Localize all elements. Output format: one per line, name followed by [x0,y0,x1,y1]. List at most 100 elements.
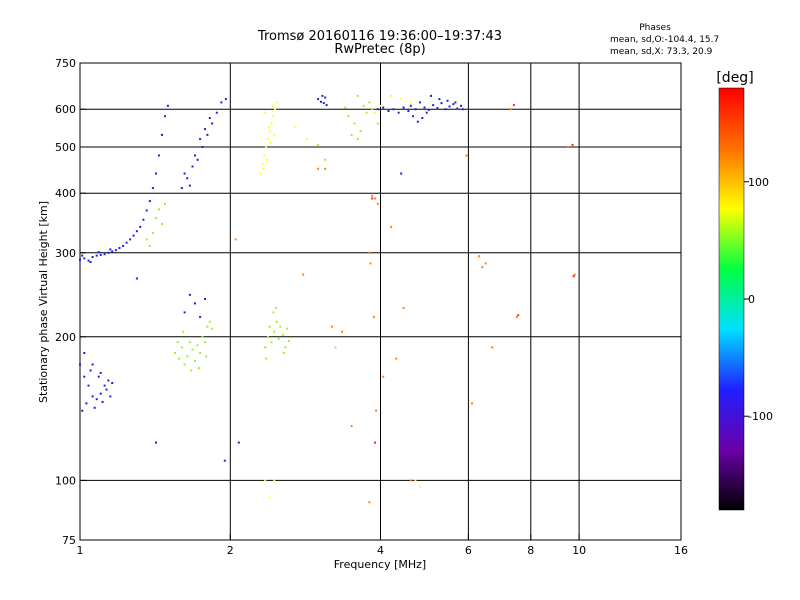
data-point [444,108,447,111]
data-point [412,115,415,118]
data-point [481,266,484,269]
data-point [265,357,268,360]
data-point [135,277,138,280]
data-point [320,100,322,103]
data-point [263,154,266,157]
data-point [347,115,350,118]
data-point [148,245,151,247]
data-point [392,108,395,111]
data-point [199,137,202,140]
data-point [440,102,443,105]
data-point [201,146,204,148]
data-point [148,200,151,203]
data-point [306,137,308,140]
data-point [83,352,86,354]
y-axis-label: Stationary phase Virtual Height [km] [37,201,50,403]
data-point [191,165,194,168]
data-point [183,311,186,314]
data-point [268,325,271,328]
data-point [91,256,94,258]
data-point [341,330,344,333]
data-point [259,172,262,175]
data-point [194,360,196,362]
data-point [215,111,218,114]
data-point [484,262,487,265]
data-point [178,357,181,360]
colorbar-ticks: 100 0 -100 [744,176,773,423]
data-point [269,141,272,144]
data-point [101,401,104,403]
data-point [237,441,240,444]
x-tick-label: 4 [377,544,384,557]
data-point [321,94,324,97]
data-point [374,441,376,444]
data-point [95,254,98,257]
data-point [180,346,183,349]
data-point [174,352,176,354]
data-point [196,158,199,161]
data-point [208,320,211,323]
data-point [79,363,81,366]
stats-x-mode: mean, sd,X: 73.3, 20.9 [610,47,713,57]
data-point [281,333,284,336]
data-point [317,167,320,170]
data-point [206,325,209,328]
data-point [452,103,455,106]
data-point [275,306,277,309]
data-point [356,94,359,97]
data-point [266,158,268,161]
data-point [277,337,280,340]
data-point [103,384,106,387]
data-point [376,122,379,125]
data-point [155,441,157,444]
data-point [114,249,117,252]
data-point [186,177,189,180]
data-point [368,251,371,254]
data-point [414,479,417,482]
data-point [109,395,112,398]
y-axis-ticks: 75 100 200 300 400 500 600 750 [55,57,86,547]
data-point [183,363,186,366]
data-point [402,106,405,109]
data-point [573,273,576,276]
data-point [107,251,110,254]
data-point [204,298,206,300]
data-point [166,104,169,107]
data-point [471,402,473,405]
data-point [151,187,154,190]
data-point [273,479,276,482]
data-point [274,108,277,111]
data-point [188,184,191,187]
data-point [275,101,278,104]
data-point [438,98,441,101]
data-point [460,104,462,107]
data-point [272,311,275,314]
data-point [395,357,398,360]
data-point [286,327,289,330]
stats-o-mode: mean, sd,O:-104.4, 15.7 [610,35,719,45]
data-point [317,98,320,101]
data-point [454,101,457,104]
y-tick-label: 400 [55,187,76,200]
data-point [567,146,569,148]
data-point [491,346,494,349]
data-point [273,133,276,136]
x-axis-label: Frequency [MHz] [334,558,426,571]
data-point [180,187,183,190]
data-point [461,108,464,111]
data-point [107,379,110,382]
y-tick-label: 100 [55,474,76,487]
data-point [89,261,92,263]
data-point [199,316,202,319]
data-point [275,320,278,323]
data-point [271,104,274,107]
data-point [155,172,157,175]
data-point [371,108,374,111]
data-point [376,202,379,205]
data-point [264,479,267,482]
colorbar-label: [deg] [716,70,753,86]
data-point [334,346,337,349]
data-point [409,104,412,107]
data-point [201,335,204,338]
